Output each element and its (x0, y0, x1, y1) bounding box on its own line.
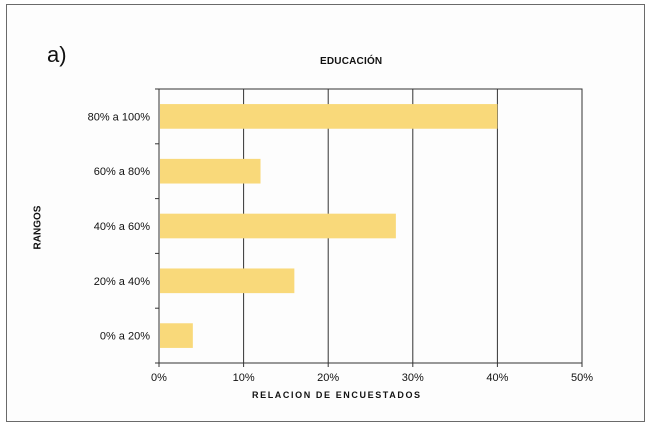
x-tick-label: 10% (233, 372, 255, 384)
x-tick-label: 50% (571, 372, 593, 384)
bar (160, 213, 396, 239)
y-tick-label: 60% a 80% (94, 166, 150, 178)
y-tick-label: 20% a 40% (94, 276, 150, 288)
chart-title: EDUCACIÓN (320, 56, 383, 67)
bar (160, 268, 295, 294)
x-tick-label: 40% (486, 372, 508, 384)
bar (160, 104, 498, 129)
y-tick-label: 80% a 100% (88, 111, 151, 123)
bar (160, 323, 193, 348)
y-tick-label: 40% a 60% (94, 221, 150, 233)
chart-frame (6, 4, 645, 422)
bar (160, 158, 261, 184)
plot-area (158, 88, 583, 364)
x-axis-label: RELACION DE ENCUESTADOS (252, 390, 422, 400)
y-tick-label: 0% a 20% (100, 331, 150, 343)
panel-label: a) (47, 42, 67, 67)
x-tick-label: 20% (317, 372, 339, 384)
x-tick-label: 30% (402, 372, 424, 384)
x-tick-label: 0% (151, 372, 167, 384)
